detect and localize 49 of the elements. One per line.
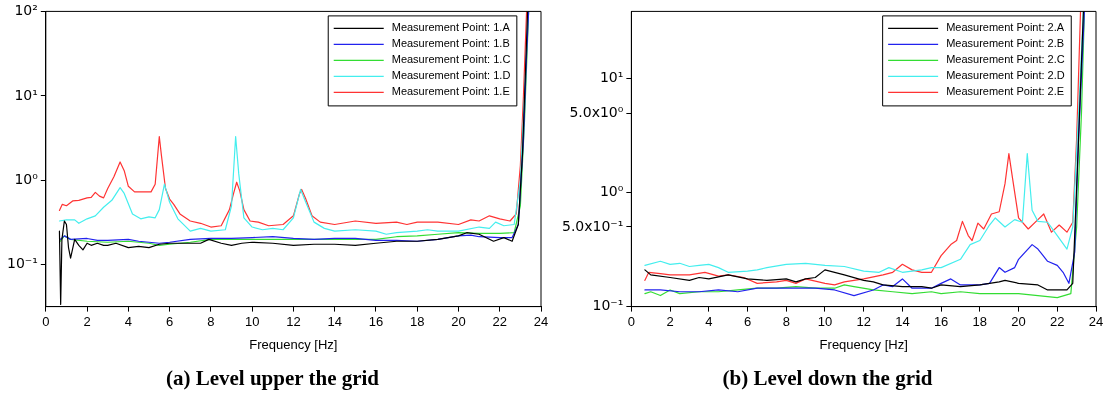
x-tick-label: 10 (817, 313, 833, 329)
x-tick-label: 18 (409, 313, 425, 329)
y-tick-label: 5.0x10⁻¹ (561, 217, 624, 234)
x-axis-title: Frequency [Hz] (819, 336, 908, 352)
y-tick-label: 10⁰ (599, 183, 624, 200)
legend-label: Measurement Point: 2.B (946, 37, 1065, 50)
text: (a) Level upper the grid (165, 365, 380, 390)
x-tick-label: 18 (972, 313, 988, 329)
x-tick-label: 24 (1088, 313, 1104, 329)
x-tick-label: 2 (83, 313, 91, 329)
x-tick-label: 8 (782, 313, 790, 329)
legend-label: Measurement Point: 2.E (946, 85, 1065, 98)
x-tick-label: 6 (166, 313, 174, 329)
x-tick-label: 12 (286, 313, 301, 329)
y-tick-label: 10⁻¹ (592, 297, 624, 314)
x-tick-label: 20 (1011, 313, 1026, 329)
x-tick-label: 4 (705, 313, 713, 329)
legend-label: Measurement Point: 2.A (946, 21, 1065, 34)
x-tick-label: 14 (327, 313, 342, 329)
legend-label: Measurement Point: 1.B (391, 37, 510, 50)
legend-label: Measurement Point: 2.D (946, 69, 1065, 82)
legend-label: Measurement Point: 1.E (391, 85, 510, 98)
x-tick-label: 6 (743, 313, 752, 329)
legend-label: Measurement Point: 1.D (391, 69, 511, 82)
legend-label: Measurement Point: 2.C (946, 53, 1065, 66)
x-tick-label: 0 (627, 313, 635, 329)
text: (b) Level down the grid (722, 365, 933, 390)
legend-label: Measurement Point: 1.A (391, 21, 511, 34)
x-axis-title: Frequency [Hz] (249, 336, 338, 352)
y-tick-label: 10⁻¹ (6, 255, 38, 272)
x-tick-label: 0 (42, 313, 50, 329)
x-tick-label: 22 (1050, 313, 1065, 329)
y-tick-label: 10¹ (14, 86, 38, 103)
x-tick-label: 8 (207, 313, 215, 329)
x-tick-label: 20 (451, 313, 466, 329)
y-tick-label: 10¹ (599, 69, 624, 86)
x-tick-label: 24 (533, 313, 549, 329)
y-tick-label: 10⁰ (14, 170, 39, 187)
x-tick-label: 16 (368, 313, 384, 329)
y-tick-label: 5.0x10⁰ (569, 103, 624, 120)
x-tick-label: 4 (124, 313, 132, 329)
x-tick-label: 16 (933, 313, 949, 329)
legend-label: Measurement Point: 1.C (391, 53, 511, 66)
y-tick-label: 10² (14, 2, 38, 19)
x-tick-label: 22 (492, 313, 507, 329)
x-tick-label: 14 (895, 313, 910, 329)
x-tick-label: 2 (666, 313, 674, 329)
x-tick-label: 10 (244, 313, 260, 329)
x-tick-label: 12 (856, 313, 871, 329)
